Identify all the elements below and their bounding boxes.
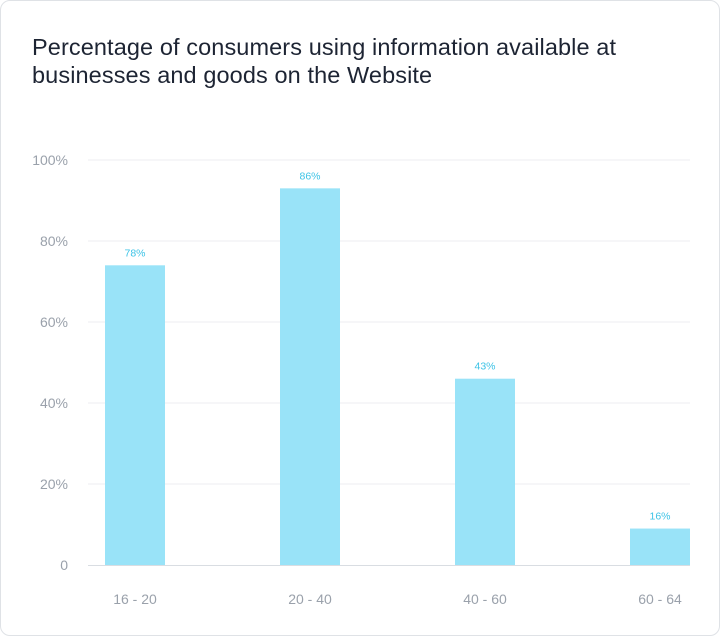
bar [455, 378, 515, 565]
x-tick-label: 40 - 60 [463, 591, 507, 607]
bar [105, 265, 165, 565]
data-label: 43% [474, 361, 495, 373]
x-tick-label: 16 - 20 [113, 591, 157, 607]
data-label: 78% [124, 247, 145, 259]
y-tick-label: 0 [60, 557, 68, 573]
y-tick-label: 60% [40, 314, 68, 330]
y-tick-label: 80% [40, 233, 68, 249]
x-tick-label: 60 - 64 [638, 591, 682, 607]
bar [630, 528, 690, 565]
y-tick-label: 40% [40, 395, 68, 411]
x-tick-label: 20 - 40 [288, 591, 332, 607]
bar [280, 188, 340, 565]
y-tick-label: 100% [32, 152, 68, 168]
data-label: 16% [649, 511, 670, 523]
data-label: 86% [299, 170, 320, 182]
y-tick-label: 20% [40, 476, 68, 492]
chart-title: Percentage of consumers using informatio… [32, 34, 617, 88]
